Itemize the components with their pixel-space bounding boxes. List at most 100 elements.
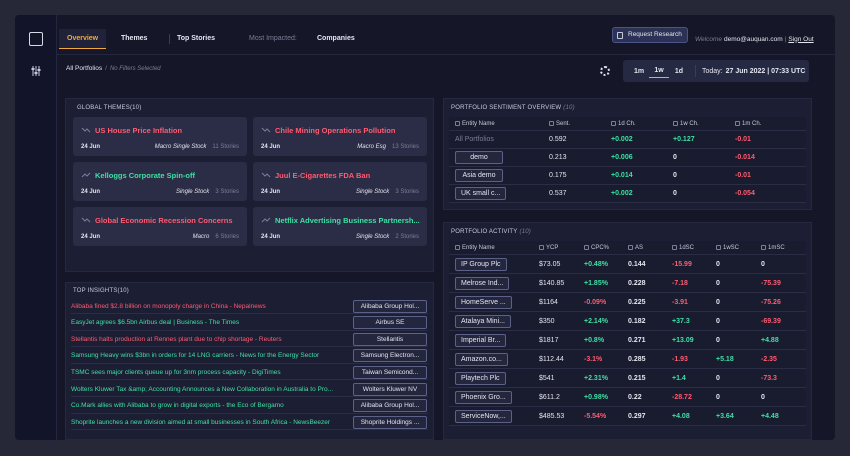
- header-text[interactable]: Sent.: [556, 120, 571, 127]
- header-text[interactable]: Entity Name: [462, 244, 495, 251]
- insight-headline[interactable]: Shoprite launches a new division aimed a…: [71, 418, 331, 426]
- theme-card[interactable]: Global Economic Recession Concerns 24 Jun…: [73, 207, 247, 246]
- theme-card[interactable]: Chile Mining Operations Pollution 24 Jun M…: [253, 117, 427, 156]
- entity-button[interactable]: Melrose Ind...: [455, 276, 510, 290]
- insight-headline[interactable]: Wolters Kluwer Tax &amp; Accounting Anno…: [71, 385, 334, 393]
- company-button[interactable]: Wolters Kluwer NV: [353, 382, 427, 396]
- insight-headline[interactable]: Alibaba fined $2.8 billion on monopoly c…: [71, 302, 266, 310]
- nav-tab[interactable]: Overview: [59, 29, 107, 49]
- nav-tab[interactable]: Top Stories: [177, 35, 215, 42]
- theme-title: US House Price Inflation: [95, 126, 183, 135]
- sort-icon[interactable]: [761, 245, 766, 250]
- header-text[interactable]: 1m Ch.: [742, 120, 762, 127]
- spinner-icon[interactable]: [600, 66, 610, 76]
- header-text[interactable]: AS: [635, 244, 644, 251]
- theme-card[interactable]: Netflix Advertising Business Partnersh..…: [253, 207, 427, 246]
- header-text[interactable]: YCP: [546, 244, 559, 251]
- range-button[interactable]: 1w: [649, 64, 669, 78]
- entity-button[interactable]: Phoenix Gro...: [455, 390, 512, 404]
- header-text[interactable]: 1d Ch.: [618, 120, 636, 127]
- header-text[interactable]: 1wSC: [723, 244, 740, 251]
- header-text[interactable]: 1w Ch.: [680, 120, 699, 127]
- header-text[interactable]: 1dSC: [679, 244, 695, 251]
- cell: +4.88: [761, 336, 779, 344]
- range-button[interactable]: 1m: [633, 67, 645, 75]
- sort-icon[interactable]: [735, 121, 740, 126]
- entity-button[interactable]: Playtech Plc: [455, 371, 506, 385]
- entity-button[interactable]: demo: [455, 151, 503, 164]
- theme-date: 24 Jun: [81, 234, 101, 240]
- entity-button[interactable]: Amazon.co...: [455, 352, 508, 366]
- cell: 0: [716, 317, 720, 325]
- header-row: Entity Name Sent. 1d Ch. 1w Ch. 1m Ch.: [449, 117, 806, 131]
- entity-button[interactable]: UK small c...: [455, 187, 507, 200]
- nav-tab[interactable]: Companies: [317, 35, 355, 42]
- entity-button[interactable]: Asia demo: [455, 169, 503, 182]
- sort-icon[interactable]: [716, 245, 721, 250]
- company-button[interactable]: Airbus SE: [353, 316, 427, 330]
- insight-headline[interactable]: EasyJet agrees $6.5bn Airbus deal | Busi…: [71, 319, 240, 327]
- header-text[interactable]: CPC%: [591, 244, 610, 251]
- cell: +5.18: [716, 355, 734, 363]
- cell: $140.85: [539, 279, 565, 287]
- header-text[interactable]: 1mSC: [768, 244, 785, 251]
- company-button[interactable]: Taiwan Semicond...: [353, 365, 427, 379]
- cell: 0.537: [549, 190, 567, 197]
- sort-icon[interactable]: [584, 245, 589, 250]
- theme-title: Chile Mining Operations Pollution: [275, 126, 396, 135]
- sort-icon[interactable]: [455, 121, 460, 126]
- settings-icon[interactable]: [30, 65, 42, 77]
- entity-button[interactable]: Imperial Br...: [455, 333, 507, 347]
- sort-icon[interactable]: [628, 245, 633, 250]
- theme-card[interactable]: Kelloggs Corporate Spin-off 24 Jun Single …: [73, 162, 247, 201]
- entity-button[interactable]: All Portfolios: [455, 136, 494, 143]
- nav-tab[interactable]: Themes: [121, 35, 148, 42]
- sort-icon[interactable]: [673, 121, 678, 126]
- theme-type: Single Stock: [175, 189, 210, 195]
- table-title: PORTFOLIO SENTIMENT OVERVIEW: [451, 105, 562, 111]
- range-button[interactable]: 1d: [674, 67, 684, 75]
- cell: +13.09: [672, 336, 694, 344]
- theme-card[interactable]: Juul E-Cigarettes FDA Ban 24 Jun Single St…: [253, 162, 427, 201]
- sort-icon[interactable]: [611, 121, 616, 126]
- sort-icon[interactable]: [455, 245, 460, 250]
- datetime: 27 Jun 2022 | 07:33 UTC: [725, 67, 806, 75]
- cell: 0: [716, 393, 720, 401]
- insight-headline[interactable]: Samsung Heavy wins $3bn in orders for 14…: [71, 352, 320, 360]
- insight-headline[interactable]: Stellantis halts production at Rennes pl…: [71, 335, 282, 343]
- request-research-button[interactable]: Request Research: [612, 27, 688, 43]
- company-button[interactable]: Alibaba Group Hol...: [353, 299, 427, 313]
- header-text[interactable]: Entity Name: [462, 120, 495, 127]
- company-button[interactable]: Shoprite Holdings ...: [353, 415, 427, 429]
- portfolio-filter[interactable]: All Portfolios: [66, 65, 103, 72]
- sort-icon[interactable]: [539, 245, 544, 250]
- entity-button[interactable]: Atalaya Mini...: [455, 314, 511, 328]
- insight-headline[interactable]: TSMC sees major clients queue up for 3nm…: [71, 368, 281, 376]
- sign-out-link[interactable]: Sign Out: [788, 35, 814, 43]
- divider: [57, 54, 835, 55]
- insight-row: Shoprite launches a new division aimed a…: [71, 415, 428, 431]
- header-cell: 1m Ch.: [735, 121, 806, 127]
- separator: |: [784, 35, 787, 43]
- cell: 0.182: [628, 317, 646, 325]
- entity-button[interactable]: HomeServe ...: [455, 295, 512, 309]
- cell: -73.3: [761, 374, 777, 382]
- cell: +0.014: [611, 172, 633, 179]
- sort-icon[interactable]: [672, 245, 677, 250]
- company-button[interactable]: Samsung Electron...: [353, 349, 427, 363]
- company-button[interactable]: Alibaba Group Hol...: [353, 399, 427, 413]
- insight-headline[interactable]: Co.Mark allies with Alibaba to grow in d…: [71, 402, 284, 410]
- sort-icon[interactable]: [549, 121, 554, 126]
- company-button[interactable]: Stellantis: [353, 332, 427, 346]
- entity-button[interactable]: IP Group Plc: [455, 257, 507, 271]
- slash: /: [105, 65, 107, 72]
- logo[interactable]: [29, 32, 43, 46]
- doc-icon: [617, 32, 623, 39]
- cell: -0.054: [735, 190, 755, 197]
- theme-card[interactable]: US House Price Inflation 24 Jun Macro Sing…: [73, 117, 247, 156]
- theme-date: 24 Jun: [261, 234, 281, 240]
- trend-icon: [261, 217, 271, 223]
- theme-meta: Macro Esg 13 Stories: [357, 144, 419, 150]
- cell: 0.271: [628, 336, 646, 344]
- entity-button[interactable]: ServiceNow,...: [455, 409, 512, 423]
